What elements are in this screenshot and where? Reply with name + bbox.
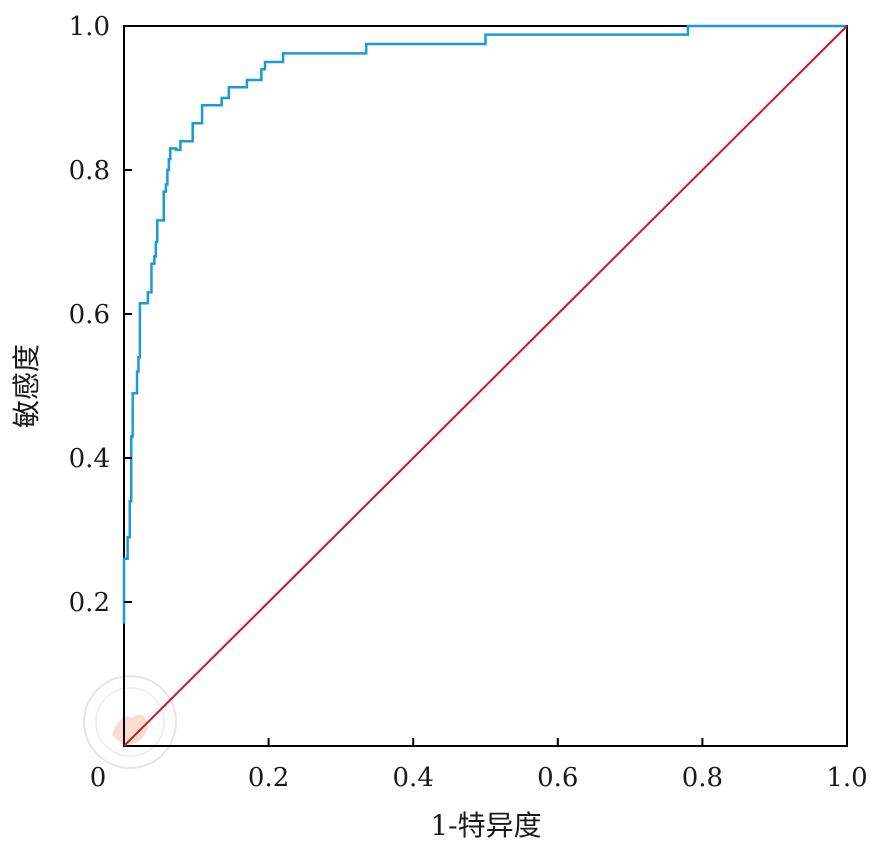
axis-ticks [124, 169, 704, 746]
y-axis-title: 敏感度 [10, 344, 43, 428]
x-tick-label: 0 [90, 763, 107, 793]
series-layer [122, 24, 848, 747]
x-tick-label: 1.0 [826, 763, 867, 793]
y-tick-label: 0.6 [69, 300, 110, 330]
x-tick-label: 0.6 [537, 763, 578, 793]
x-tick-label: 0.8 [682, 763, 723, 793]
y-tick-label: 1.0 [69, 12, 110, 42]
x-tick-label: 0.4 [393, 763, 434, 793]
y-tick-label: 0.8 [69, 156, 110, 186]
axis-tick-labels: 0 0.2 0.4 0.6 0.8 1.0 0.2 0.4 0.6 0.8 1.0 [69, 12, 868, 793]
y-tick-label: 0.2 [69, 588, 110, 618]
y-tick-label: 0.4 [69, 444, 110, 474]
reference-diagonal-line [123, 25, 848, 747]
roc-curve-line [122, 24, 847, 624]
x-axis-title: 1-特异度 [430, 809, 541, 842]
plot-area-frame [123, 25, 848, 747]
watermark-seal [83, 675, 177, 769]
x-tick-label: 0.2 [248, 763, 289, 793]
